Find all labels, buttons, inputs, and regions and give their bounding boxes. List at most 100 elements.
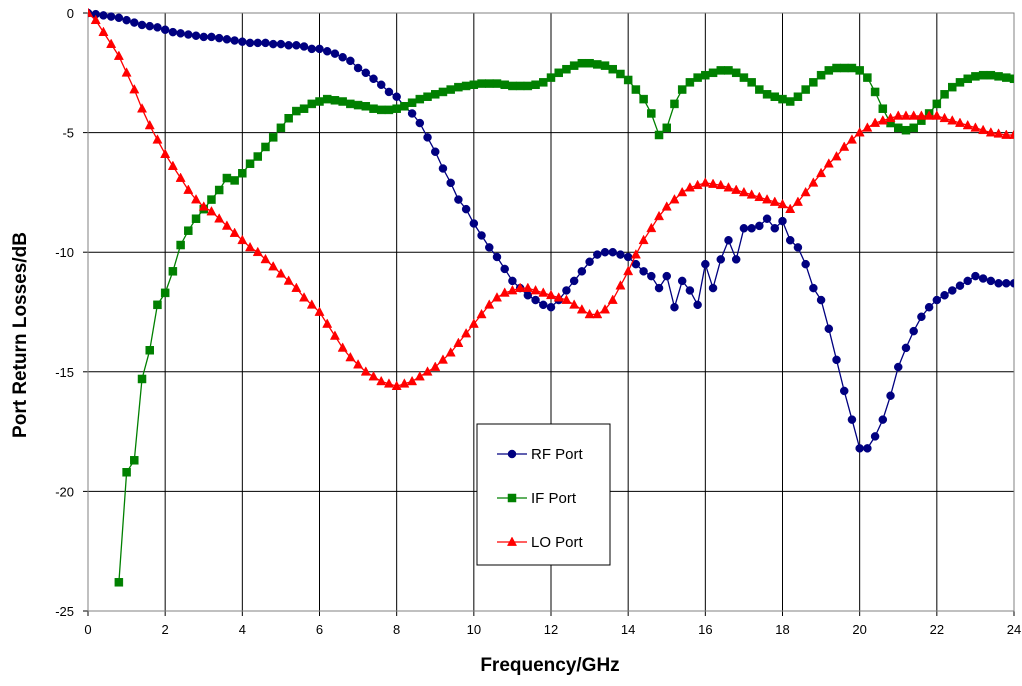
data-point-if-port	[855, 66, 864, 75]
data-point-if-port	[839, 63, 849, 73]
data-point-lo-port	[985, 127, 996, 137]
y-tick-label: -20	[55, 484, 74, 499]
data-point-lo-port	[762, 194, 773, 204]
x-tick-label: 6	[316, 622, 323, 637]
x-tick-label: 24	[1007, 622, 1021, 637]
data-point-rf-port	[415, 118, 425, 128]
data-point-lo-port	[491, 292, 503, 302]
data-point-if-port	[315, 97, 324, 106]
data-point-rf-port	[346, 56, 355, 66]
data-point-rf-port	[940, 291, 949, 300]
data-point-rf-port	[863, 444, 872, 453]
data-point-if-port	[469, 80, 479, 90]
data-point-lo-port	[360, 366, 371, 376]
data-point-if-port	[423, 92, 432, 101]
data-point-if-port	[608, 64, 617, 74]
data-point-rf-port	[446, 178, 455, 188]
data-point-rf-port	[924, 302, 934, 312]
data-point-lo-port	[283, 275, 294, 285]
data-point-if-port	[407, 98, 417, 107]
data-point-rf-port	[677, 276, 687, 286]
data-point-lo-port	[522, 282, 533, 292]
data-point-if-port	[392, 104, 401, 113]
data-point-lo-port	[584, 308, 595, 319]
legend-item-lo-port: LO Port	[497, 534, 584, 551]
tick-labels: 0 2 4 6 8 10 12 14 16 18 20 22 240-5-10-15-20-25	[55, 6, 1021, 637]
data-point-if-port	[878, 104, 888, 113]
x-tick-label: 22	[930, 622, 944, 637]
data-point-if-port	[546, 73, 556, 82]
data-point-rf-port	[878, 415, 888, 424]
data-point-lo-port	[299, 292, 310, 302]
data-point-if-port	[863, 73, 872, 82]
data-point-lo-port	[954, 117, 966, 127]
data-point-rf-port	[963, 276, 972, 286]
data-point-lo-port	[268, 261, 279, 271]
data-point-lo-port	[615, 280, 626, 290]
data-point-lo-port	[468, 318, 479, 328]
data-point-if-port	[778, 94, 787, 104]
data-point-lo-port	[383, 378, 394, 388]
x-tick-label: 0	[84, 622, 91, 637]
data-point-rf-port	[894, 362, 903, 372]
data-point-lo-port	[962, 119, 973, 130]
data-point-if-port	[577, 58, 587, 68]
data-point-if-port	[793, 92, 803, 101]
data-point-rf-port	[870, 432, 880, 441]
data-point-if-port	[994, 72, 1003, 81]
data-point-rf-port	[886, 391, 895, 400]
data-point-lo-port	[746, 189, 757, 199]
data-point-lo-port	[252, 246, 263, 257]
data-point-if-port	[299, 104, 309, 113]
data-point-rf-port	[971, 271, 980, 281]
data-point-if-port	[894, 123, 903, 133]
data-point-if-port	[832, 63, 841, 73]
data-point-lo-port	[785, 203, 796, 213]
data-point-lo-port	[715, 179, 726, 190]
data-point-lo-port	[245, 241, 256, 252]
data-point-rf-port	[994, 279, 1003, 288]
data-point-lo-port	[931, 110, 942, 120]
data-point-if-port	[500, 80, 509, 90]
data-point-rf-port	[330, 49, 340, 58]
data-point-rf-port	[623, 252, 633, 262]
data-point-rf-port	[593, 250, 602, 259]
data-point-lo-port	[846, 134, 857, 144]
data-point-lo-port	[237, 234, 248, 245]
data-point-rf-port	[322, 47, 332, 56]
data-point-rf-port	[562, 286, 571, 295]
data-point-if-port	[230, 176, 239, 185]
data-point-lo-port	[106, 38, 117, 48]
data-point-lo-port	[769, 196, 780, 206]
data-point-rf-port	[801, 259, 810, 269]
data-point-rf-port	[577, 267, 587, 276]
data-point-lo-port	[144, 119, 155, 130]
data-point-rf-port	[261, 38, 270, 48]
data-point-lo-port	[422, 366, 433, 376]
y-tick-label: -25	[55, 604, 74, 619]
data-point-if-port	[801, 85, 810, 94]
data-point-if-port	[222, 173, 232, 183]
data-point-if-port	[585, 58, 594, 68]
data-point-if-port	[623, 75, 633, 85]
data-point-if-port	[369, 104, 378, 113]
data-point-lo-port	[399, 378, 410, 388]
data-point-if-port	[809, 78, 818, 87]
data-point-if-port	[485, 79, 494, 88]
data-point-rf-port	[168, 27, 178, 37]
data-point-rf-port	[130, 18, 139, 27]
legend-item-if-port: IF Port	[497, 490, 577, 507]
data-point-lo-port	[376, 375, 387, 386]
data-point-if-port	[847, 63, 857, 73]
data-point-rf-port	[145, 21, 154, 31]
data-point-rf-port	[376, 80, 386, 90]
data-point-rf-port	[755, 221, 764, 231]
data-point-lo-port	[900, 110, 911, 120]
data-point-if-port	[276, 123, 286, 133]
data-point-if-port	[330, 96, 340, 105]
data-point-lo-port	[738, 186, 749, 197]
data-point-if-port	[191, 214, 201, 223]
data-point-lo-port	[322, 318, 333, 328]
data-point-rf-port	[276, 39, 286, 49]
